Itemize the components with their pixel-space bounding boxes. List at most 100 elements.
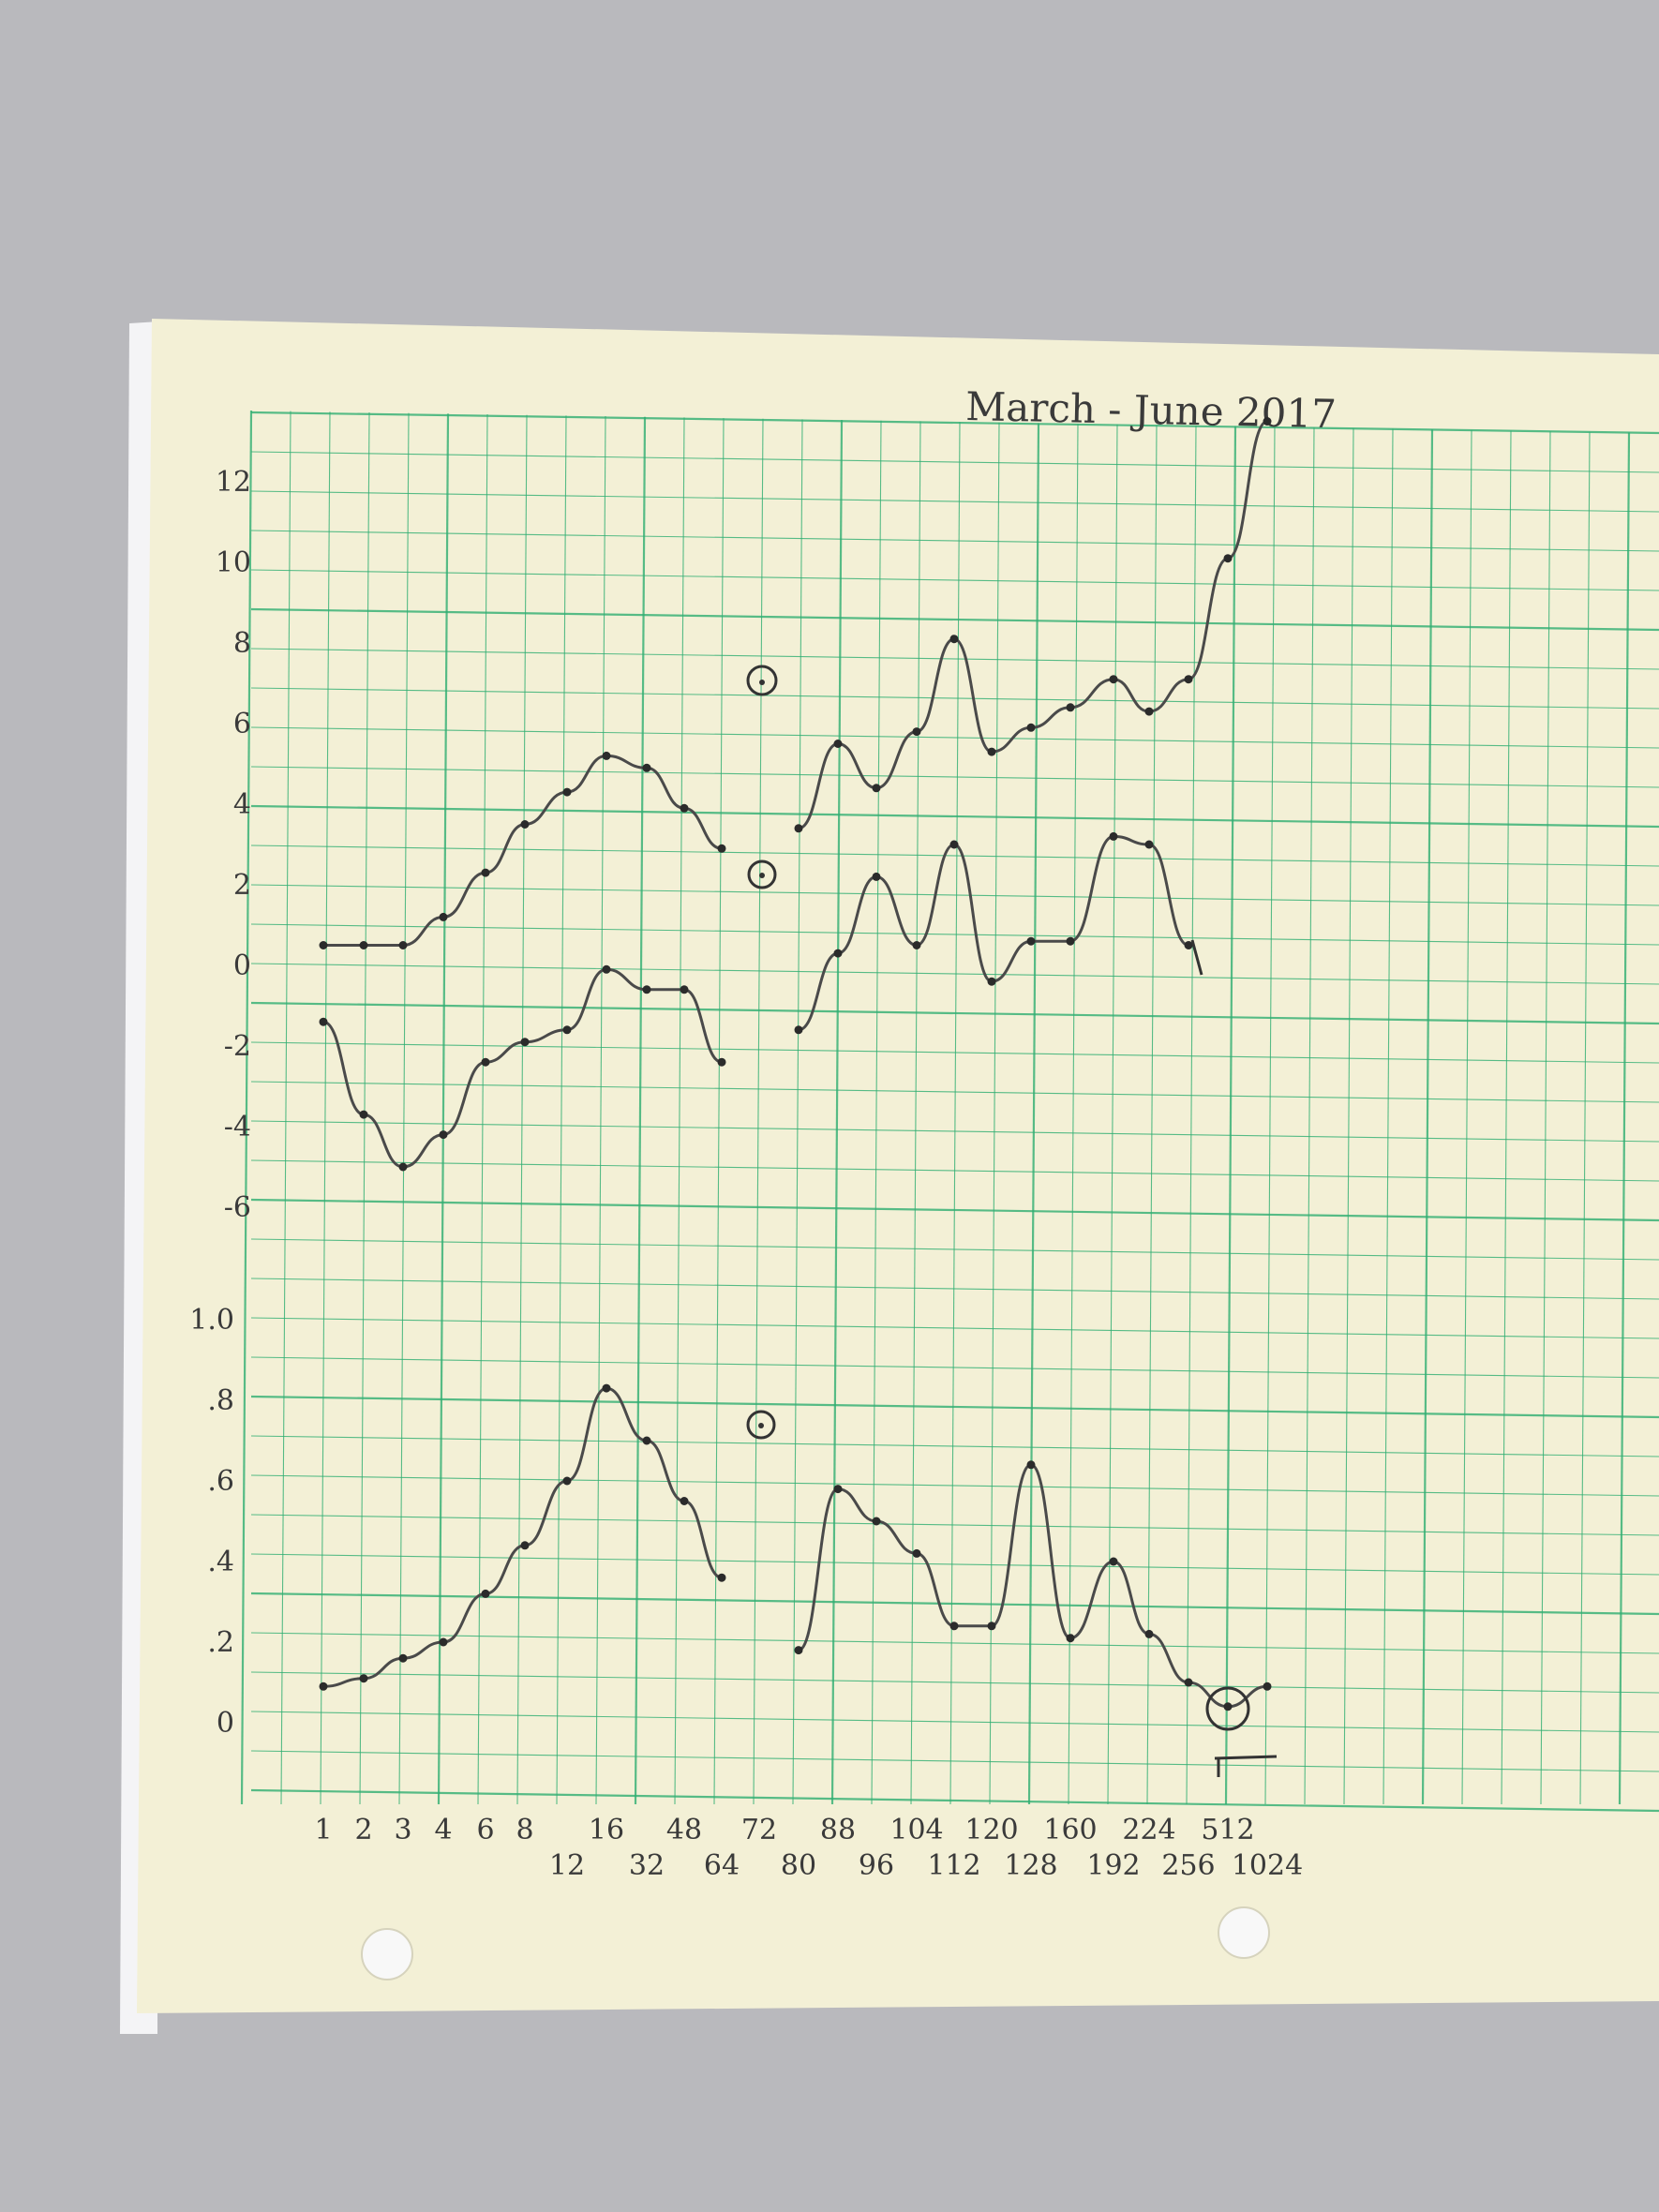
data-point — [1263, 417, 1272, 426]
grid-line-vertical — [477, 414, 488, 1805]
data-point — [481, 1589, 490, 1598]
y-tick-label: 0 — [233, 949, 251, 982]
grid-line-vertical — [240, 410, 253, 1805]
x-tick-label: 80 — [781, 1849, 816, 1882]
grid-line-horizontal — [250, 963, 1659, 985]
data-point — [1066, 703, 1075, 712]
x-tick-label: 96 — [859, 1849, 894, 1882]
grid-line-vertical — [398, 412, 410, 1805]
data-point — [912, 727, 921, 737]
grid-line-horizontal — [250, 844, 1659, 867]
x-tick-label: 1 — [314, 1814, 332, 1846]
x-tick-label: 120 — [964, 1814, 1018, 1846]
data-point — [562, 1476, 572, 1486]
x-tick-label: 32 — [629, 1849, 665, 1882]
grid-line-vertical — [1540, 431, 1551, 1805]
data-point — [439, 912, 448, 921]
data-point — [717, 844, 726, 853]
data-point — [833, 949, 843, 958]
x-tick-label: 3 — [394, 1814, 411, 1846]
data-point — [520, 820, 530, 829]
plot-curves — [319, 417, 1272, 1711]
circled-dot-marker — [746, 1410, 776, 1440]
y-tick-label: 6 — [233, 708, 251, 740]
y-tick-label: 0 — [217, 1707, 234, 1740]
grid-line-vertical — [1224, 426, 1237, 1805]
series-line-top-lower — [797, 834, 1190, 1032]
data-point — [319, 941, 328, 949]
y-tick-label: -4 — [224, 1111, 251, 1143]
x-tick-label: 88 — [820, 1814, 856, 1846]
data-point — [642, 1436, 651, 1445]
circled-dot-marker — [747, 859, 777, 889]
data-point — [1066, 1634, 1075, 1643]
grid-line-horizontal — [250, 451, 1659, 473]
top-chart-y-axis: 12 10 8 6 4 2 0 -2 -4 -6 — [216, 466, 251, 1224]
x-tick-label: 16 — [589, 1814, 624, 1846]
data-point — [398, 1653, 408, 1663]
data-point — [912, 941, 921, 949]
data-point — [680, 1497, 689, 1505]
grid-line-horizontal — [250, 1081, 1659, 1103]
data-point — [949, 840, 959, 849]
data-point — [642, 985, 651, 994]
data-point — [398, 1162, 408, 1172]
data-point — [520, 1038, 530, 1047]
grid-line-horizontal — [250, 1632, 1659, 1654]
bottom-chart-y-axis: 1.0 .8 .6 .4 .2 0 — [189, 1304, 234, 1740]
grid-line-vertical — [753, 418, 764, 1805]
data-point — [359, 1110, 368, 1119]
data-point — [833, 740, 843, 748]
grid-line-horizontal — [250, 1120, 1659, 1143]
grid-line-vertical — [280, 411, 291, 1805]
grid-line-horizontal — [250, 411, 1659, 435]
data-point — [1109, 675, 1118, 684]
data-point — [949, 635, 959, 644]
x-tick-label: 112 — [927, 1849, 980, 1882]
data-point — [359, 1674, 368, 1683]
grid-line-vertical — [1186, 426, 1197, 1805]
data-point — [481, 868, 490, 877]
grid-line-horizontal — [250, 1317, 1659, 1339]
x-tick-label: 128 — [1004, 1849, 1057, 1882]
grid-line-vertical — [1343, 427, 1354, 1805]
grid-line-horizontal — [250, 1750, 1659, 1772]
grid-line-vertical — [359, 412, 370, 1805]
y-tick-label: .6 — [207, 1465, 234, 1498]
grid-line-vertical — [910, 421, 921, 1805]
graph-paper-grid — [240, 410, 1659, 1813]
grid-line-vertical — [1068, 424, 1079, 1805]
end-tick-mark — [1190, 939, 1203, 976]
grid-line-vertical — [830, 420, 844, 1805]
hand-annotations — [746, 665, 1278, 1777]
data-point — [680, 985, 689, 994]
x-tick-label: 160 — [1043, 1814, 1097, 1846]
grid-line-vertical — [437, 413, 450, 1805]
data-point — [319, 1681, 328, 1691]
grid-line-vertical — [516, 414, 528, 1805]
grid-line-vertical — [989, 422, 1000, 1805]
grid-line-horizontal — [250, 804, 1659, 829]
data-point — [1109, 1557, 1118, 1566]
grid-line-horizontal — [250, 607, 1659, 632]
grid-line-vertical — [674, 417, 685, 1805]
data-point — [680, 803, 689, 813]
y-tick-label: 2 — [233, 869, 251, 902]
x-tick-label: 6 — [476, 1814, 494, 1846]
y-tick-label: .8 — [207, 1384, 234, 1417]
data-point — [717, 1573, 726, 1582]
circled-end-marker — [1205, 1686, 1250, 1731]
data-point — [912, 1548, 921, 1558]
grid-line-vertical — [1264, 426, 1276, 1805]
data-point — [562, 787, 572, 797]
grid-line-vertical — [1579, 431, 1591, 1805]
grid-line-horizontal — [250, 1159, 1659, 1182]
grid-line-horizontal — [250, 1041, 1659, 1064]
data-point — [1144, 840, 1154, 849]
data-point — [987, 1622, 996, 1631]
y-tick-label: .4 — [207, 1546, 234, 1578]
data-point — [794, 1646, 803, 1655]
data-point — [481, 1057, 490, 1067]
y-tick-label: 1.0 — [189, 1304, 234, 1337]
